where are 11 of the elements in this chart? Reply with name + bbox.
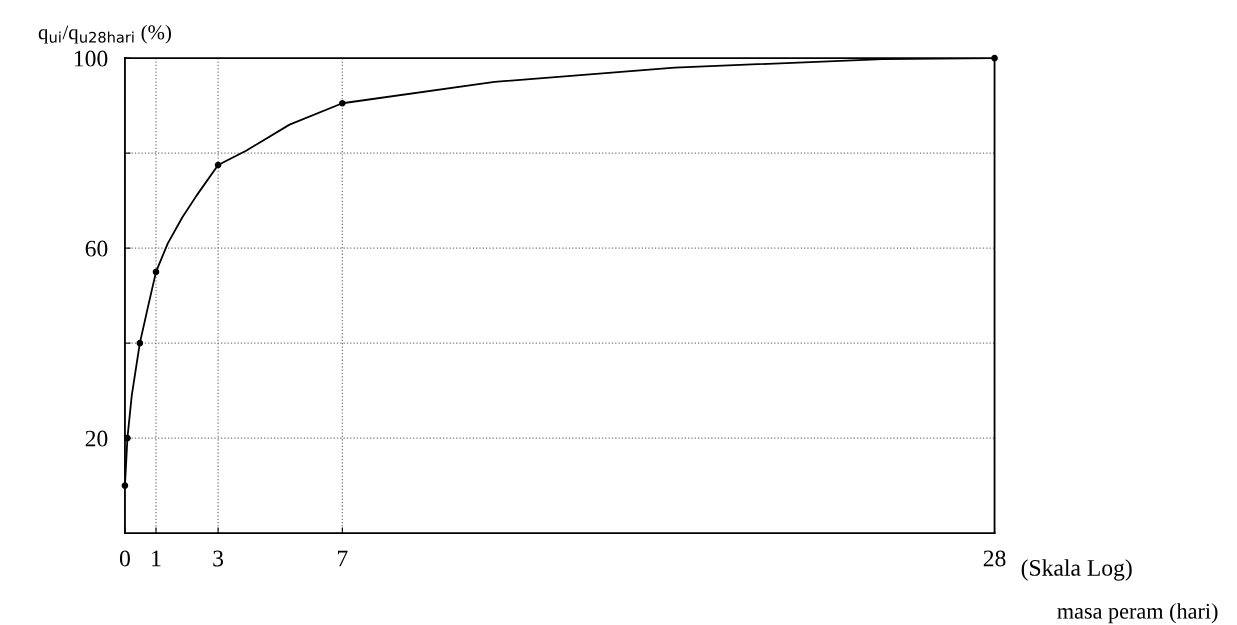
x-tick-label: 0 — [119, 550, 130, 567]
y-tick-label: 20 — [85, 430, 108, 447]
x-tick-label: 1 — [152, 550, 161, 567]
x-axis-title: masa peram (hari) — [1057, 603, 1218, 624]
x-tick-label: 7 — [337, 550, 348, 567]
text: (Skala Log) — [1021, 559, 1132, 581]
x-tick-label: 3 — [213, 550, 224, 567]
y-tick-label: 60 — [85, 240, 108, 257]
x-tick-label: 28 — [983, 550, 1006, 567]
y-tick-label: 100 — [74, 50, 108, 67]
y-axis-title: q$_{ui}$/q$_{u28hari}$ (%) — [38, 24, 171, 44]
